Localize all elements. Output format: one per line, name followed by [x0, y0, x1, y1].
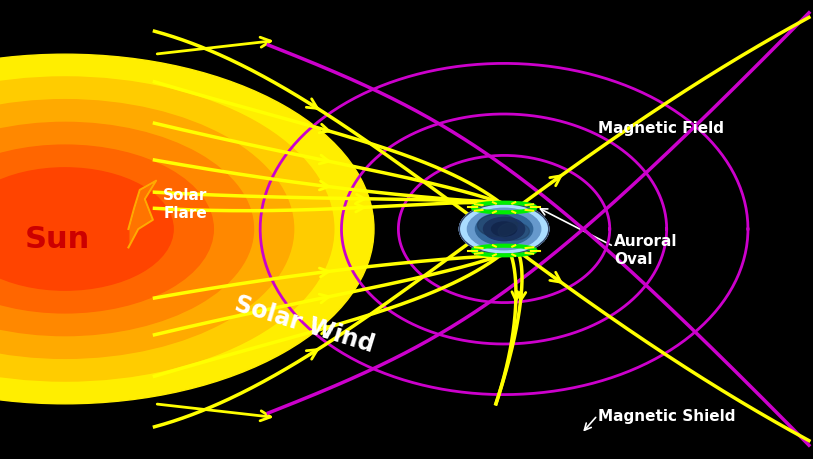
Circle shape [477, 214, 518, 237]
Circle shape [467, 209, 541, 250]
Circle shape [476, 213, 533, 246]
Circle shape [484, 218, 524, 241]
Text: Sun: Sun [24, 224, 89, 253]
Circle shape [459, 204, 549, 255]
Circle shape [492, 223, 516, 236]
Circle shape [492, 223, 516, 236]
Text: Solar Wind: Solar Wind [232, 291, 378, 356]
Text: Magnetic Field: Magnetic Field [598, 121, 724, 136]
Circle shape [484, 218, 524, 241]
Circle shape [498, 223, 529, 241]
Text: Magnetic Shield: Magnetic Shield [598, 408, 735, 423]
Circle shape [476, 213, 533, 246]
Circle shape [498, 223, 529, 241]
Circle shape [467, 209, 541, 250]
Circle shape [477, 214, 518, 237]
Circle shape [459, 204, 549, 255]
Circle shape [0, 146, 213, 313]
Circle shape [0, 55, 374, 404]
Polygon shape [128, 181, 156, 248]
Text: Auroral
Oval: Auroral Oval [614, 234, 677, 266]
Circle shape [0, 78, 334, 381]
Circle shape [0, 168, 173, 291]
Circle shape [0, 123, 254, 336]
Text: Solar
Flare: Solar Flare [163, 188, 207, 220]
Circle shape [0, 101, 293, 358]
